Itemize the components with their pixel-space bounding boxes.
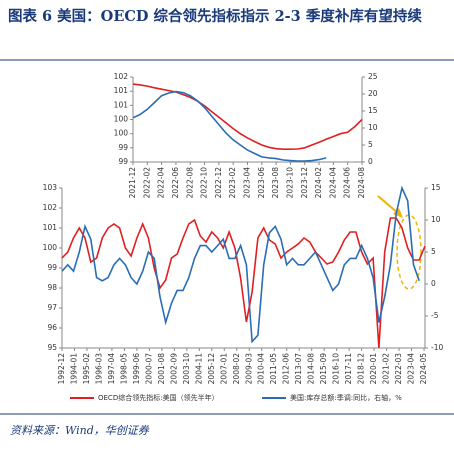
x-tick-label: 1997-04 <box>107 353 116 385</box>
series-line <box>61 185 420 344</box>
x-tick-label: 2015-09 <box>319 353 328 385</box>
x-tick-label: 2021-02 <box>382 353 391 385</box>
y-tick-label: 95 <box>47 343 57 352</box>
x-tick-label: 2024-05 <box>419 353 428 385</box>
x-tick-label: 2008-02 <box>232 353 241 385</box>
x-tick-label: 1998-05 <box>119 353 128 385</box>
x-tick-label: 2000-07 <box>144 353 153 385</box>
x-tick-label: 2023-04 <box>243 167 252 199</box>
y-tick-label: 103 <box>43 183 58 192</box>
y-tick-label: 101 <box>114 100 129 109</box>
x-tick-label: 2024-06 <box>343 167 352 199</box>
series-line <box>132 83 363 150</box>
y2-tick-label: 10 <box>368 123 378 132</box>
x-tick-label: 2009-03 <box>244 353 253 385</box>
title: 图表 6 美国：OECD 综合领先指标指示 2-3 季度补库有望持续 <box>8 8 422 25</box>
arrow <box>377 195 400 215</box>
x-tick-label: 2022-06 <box>171 167 180 199</box>
y-tick-label: 96 <box>47 323 57 332</box>
legend-label: 美国:库存总额:季调:同比，右轴，% <box>290 393 402 402</box>
source: 资料来源：Wind，华创证券 <box>10 424 149 437</box>
x-tick-label: 2024-08 <box>357 167 366 199</box>
legend-label: OECD综合领先指标:美国（领先半年） <box>98 393 219 402</box>
series-line <box>61 217 426 349</box>
x-tick-label: 1994-01 <box>69 353 78 385</box>
x-tick-label: 2012-06 <box>282 353 291 385</box>
y2-tick-label: 25 <box>368 72 378 81</box>
arrow-head <box>393 208 403 218</box>
y2-tick-label: 20 <box>368 89 378 98</box>
x-tick-label: 1995-02 <box>82 353 91 385</box>
x-tick-label: 2022-08 <box>185 167 194 199</box>
y-tick-label: 101 <box>43 223 58 232</box>
y-tick-label: 100 <box>114 129 129 138</box>
y-tick-label: 99 <box>47 263 57 272</box>
y-tick-label: 99 <box>118 143 128 152</box>
x-tick-label: 2022-04 <box>157 167 166 199</box>
x-tick-label: 2001-08 <box>157 353 166 385</box>
x-tick-label: 2022-03 <box>394 353 403 385</box>
x-tick-label: 2022-10 <box>200 167 209 199</box>
x-tick-label: 2003-10 <box>182 353 191 385</box>
x-tick-label: 1996-03 <box>94 353 103 385</box>
x-tick-label: 2013-07 <box>294 353 303 385</box>
x-tick-label: 2023-06 <box>257 167 266 199</box>
y2-tick-label: 0 <box>431 279 436 288</box>
x-tick-label: 1999-06 <box>132 353 141 385</box>
x-tick-label: 2007-01 <box>219 353 228 385</box>
x-tick-label: 2023-02 <box>228 167 237 199</box>
y-tick-label: 100 <box>43 243 58 252</box>
y-tick-label: 97 <box>47 303 57 312</box>
x-tick-label: 2023-04 <box>407 353 416 385</box>
y-tick-label: 100 <box>114 115 129 124</box>
y2-tick-label: 15 <box>368 106 378 115</box>
x-tick-label: 2024-04 <box>328 167 337 199</box>
x-tick-label: 1992-12 <box>57 353 66 385</box>
series-line <box>132 90 327 162</box>
y2-tick-label: -10 <box>431 343 443 352</box>
x-tick-label: 2023-12 <box>300 167 309 199</box>
y2-tick-label: -5 <box>431 311 439 320</box>
y2-tick-label: 5 <box>368 140 373 149</box>
y-tick-label: 102 <box>114 72 129 81</box>
x-tick-label: 2016-10 <box>332 353 341 385</box>
y2-tick-label: 10 <box>431 215 441 224</box>
x-tick-label: 2014-08 <box>307 353 316 385</box>
y2-tick-label: 15 <box>431 183 441 192</box>
x-tick-label: 2011-05 <box>269 353 278 385</box>
x-tick-label: 2022-12 <box>214 167 223 199</box>
y-tick-label: 98 <box>47 283 57 292</box>
x-tick-label: 2005-12 <box>207 353 216 385</box>
y2-tick-label: 0 <box>368 157 373 166</box>
x-tick-label: 2020-01 <box>369 353 378 385</box>
x-tick-label: 2004-11 <box>194 353 203 385</box>
x-tick-label: 2002-09 <box>169 353 178 385</box>
y2-tick-label: 5 <box>431 247 436 256</box>
x-tick-label: 2022-02 <box>142 167 151 199</box>
x-tick-label: 2017-11 <box>344 353 353 385</box>
y-tick-label: 101 <box>114 86 129 95</box>
x-tick-label: 2010-04 <box>257 353 266 385</box>
x-tick-label: 2024-02 <box>314 167 323 199</box>
x-tick-label: 2023-10 <box>285 167 294 199</box>
x-tick-label: 2021-12 <box>128 167 137 199</box>
y-tick-label: 102 <box>43 203 58 212</box>
x-tick-label: 2023-08 <box>271 167 280 199</box>
y-tick-label: 99 <box>118 157 128 166</box>
x-tick-label: 2018-12 <box>357 353 366 385</box>
